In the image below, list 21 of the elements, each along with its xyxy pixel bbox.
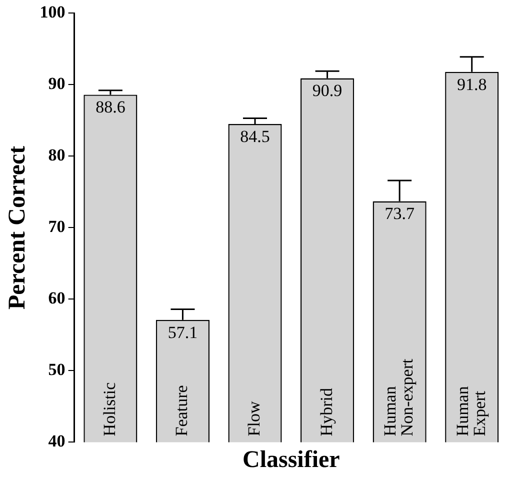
x-tick-label: Flow (244, 400, 264, 436)
data-label: 84.5 (240, 126, 270, 146)
y-tick-label: 50 (48, 360, 66, 380)
x-tick-label: Human Expert (452, 386, 489, 436)
y-tick-label: 70 (48, 217, 66, 236)
y-tick-label: 60 (48, 288, 66, 308)
y-tick-label: 80 (48, 146, 66, 165)
data-label: 57.1 (168, 322, 198, 342)
y-axis-title: Percent Correct (4, 146, 31, 310)
data-label: 88.6 (96, 98, 126, 117)
x-tick-label: Feature (172, 385, 192, 436)
data-label: 73.7 (384, 204, 415, 224)
y-tick-label: 40 (48, 432, 66, 451)
data-label: 90.9 (312, 81, 342, 100)
y-tick-label: 100 (40, 2, 66, 22)
x-axis-title: Classifier (242, 446, 340, 473)
data-label: 91.8 (456, 74, 487, 94)
x-tick-label: Hybrid (316, 388, 336, 436)
x-tick-label: Holistic (100, 382, 119, 436)
y-tick-label: 90 (48, 74, 66, 94)
x-tick-label: Human Non-expert (380, 358, 417, 436)
